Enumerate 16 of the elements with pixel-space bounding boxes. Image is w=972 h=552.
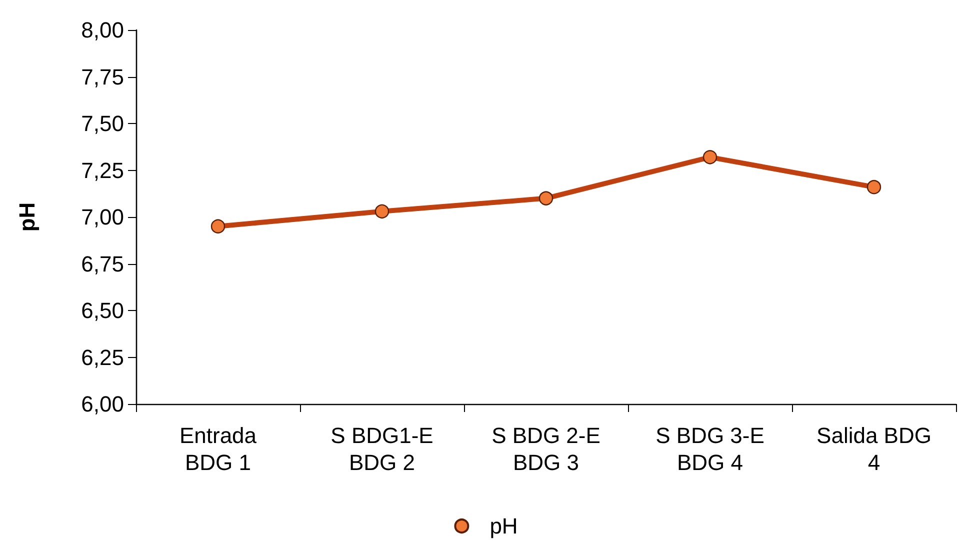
y-axis-title: pH	[14, 202, 40, 232]
x-tick-label: S BDG 2-E BDG 3	[492, 423, 600, 475]
y-tick-label: 8,00	[81, 18, 124, 42]
x-tick-label: S BDG 3-E BDG 4	[656, 423, 764, 475]
y-tick-label: 6,25	[81, 344, 124, 370]
legend-label: pH	[490, 514, 518, 538]
y-tick-label: 6,75	[81, 251, 124, 276]
y-tick-label: 7,75	[81, 64, 124, 90]
y-tick-label: 7,50	[81, 111, 124, 136]
x-tick-label: Salida BDG 4	[816, 423, 932, 475]
x-tick-label: Entrada BDG 1	[179, 423, 258, 475]
x-tick-label: S BDG1-E BDG 2	[330, 423, 434, 475]
y-tick-label: 7,00	[81, 204, 124, 230]
y-tick-label: 6,00	[81, 392, 124, 416]
y-tick-label: 7,25	[81, 158, 124, 183]
y-tick-label: 6,50	[81, 298, 124, 323]
